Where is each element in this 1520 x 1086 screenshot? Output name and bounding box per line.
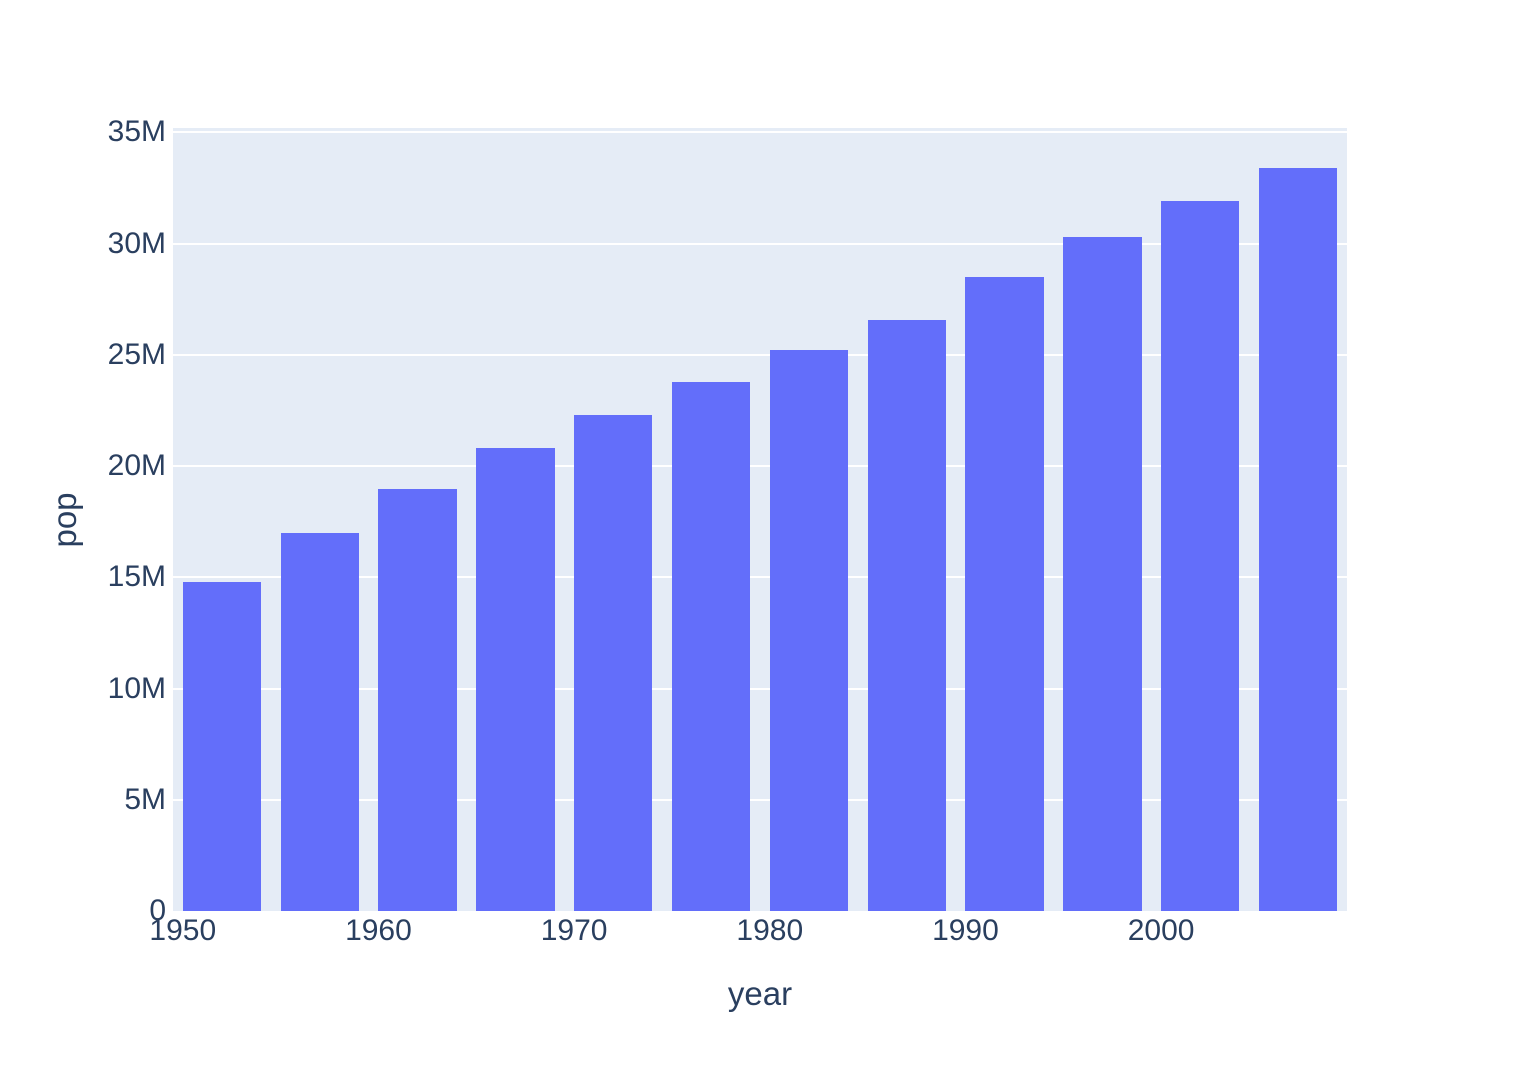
x-tick-label-1960: 1960 — [345, 914, 412, 947]
y-tick-label-25M: 25M — [107, 337, 166, 371]
y-tick-label-10M: 10M — [107, 671, 166, 705]
bar-1982[interactable] — [769, 350, 849, 911]
bar-1952[interactable] — [182, 582, 262, 911]
bar-2007[interactable] — [1258, 168, 1338, 911]
y-tick-label-20M: 20M — [107, 449, 166, 483]
bar-1957[interactable] — [280, 532, 359, 911]
y-gridline-20M — [173, 465, 1347, 468]
y-tick-label-30M: 30M — [107, 226, 166, 260]
plot-area — [173, 128, 1347, 911]
bar-1977[interactable] — [671, 381, 751, 911]
x-tick-label-1950: 1950 — [149, 914, 217, 947]
x-axis-title: year — [727, 975, 793, 1012]
bar-2002[interactable] — [1161, 201, 1240, 911]
bar-1967[interactable] — [476, 447, 555, 911]
bar-1992[interactable] — [965, 276, 1044, 911]
y-tick-label-0: 0 — [149, 894, 166, 927]
bar-1997[interactable] — [1063, 236, 1142, 911]
x-tick-label-1980: 1980 — [736, 914, 804, 947]
y-gridline-25M — [173, 353, 1347, 356]
x-tick-label-2000: 2000 — [1127, 914, 1195, 947]
y-gridline-35M — [173, 131, 1347, 134]
y-tick-label-35M: 35M — [107, 115, 166, 149]
y-gridline-10M — [173, 687, 1347, 690]
y-gridline-15M — [173, 576, 1347, 579]
bar-1962[interactable] — [378, 488, 457, 911]
bar-1972[interactable] — [574, 415, 653, 911]
y-tick-label-15M: 15M — [107, 560, 166, 594]
x-tick-label-1970: 1970 — [540, 914, 608, 947]
bar-1987[interactable] — [867, 320, 946, 911]
y-tick-label-5M: 5M — [124, 782, 166, 816]
y-gridline-5M — [173, 798, 1347, 801]
y-gridline-30M — [173, 242, 1347, 245]
y-axis-title: pop — [46, 492, 83, 548]
x-tick-label-1990: 1990 — [932, 914, 999, 947]
